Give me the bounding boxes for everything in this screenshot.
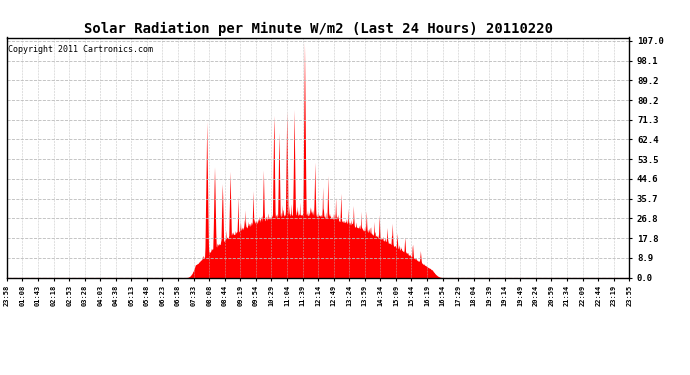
Title: Solar Radiation per Minute W/m2 (Last 24 Hours) 20110220: Solar Radiation per Minute W/m2 (Last 24…	[83, 22, 553, 36]
Text: Copyright 2011 Cartronics.com: Copyright 2011 Cartronics.com	[8, 45, 153, 54]
